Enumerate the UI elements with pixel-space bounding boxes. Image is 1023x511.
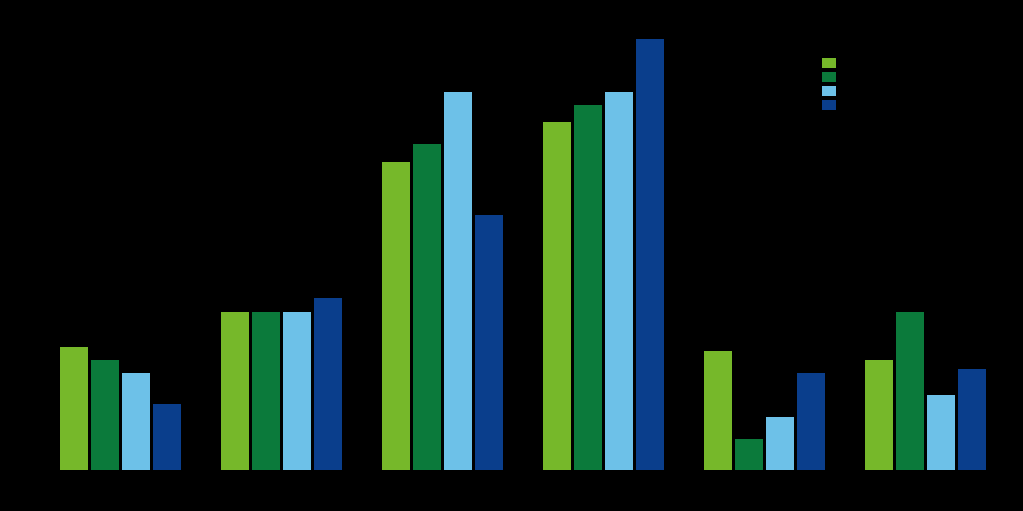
bar xyxy=(766,417,794,470)
legend-item xyxy=(822,70,842,84)
bar xyxy=(896,312,924,470)
bar xyxy=(574,105,602,470)
bar xyxy=(252,312,280,470)
legend-swatch xyxy=(822,72,836,82)
bar xyxy=(221,312,249,470)
chart-area xyxy=(0,0,1023,511)
bar xyxy=(958,369,986,470)
legend-swatch xyxy=(822,100,836,110)
legend-swatch xyxy=(822,58,836,68)
bar xyxy=(283,312,311,470)
bar xyxy=(91,360,119,470)
legend-item xyxy=(822,56,842,70)
bar xyxy=(927,395,955,470)
bar xyxy=(60,347,88,470)
bar xyxy=(543,122,571,470)
legend-item xyxy=(822,84,842,98)
bar xyxy=(636,39,664,470)
bar xyxy=(704,351,732,470)
bar xyxy=(153,404,181,470)
bar xyxy=(605,92,633,470)
bar xyxy=(865,360,893,470)
bar xyxy=(735,439,763,470)
bar xyxy=(797,373,825,470)
bar xyxy=(122,373,150,470)
bar xyxy=(413,144,441,470)
bar xyxy=(314,298,342,470)
bar xyxy=(382,162,410,470)
legend-swatch xyxy=(822,86,836,96)
bar xyxy=(444,92,472,470)
chart-legend xyxy=(822,56,842,112)
legend-item xyxy=(822,98,842,112)
bar xyxy=(475,215,503,470)
